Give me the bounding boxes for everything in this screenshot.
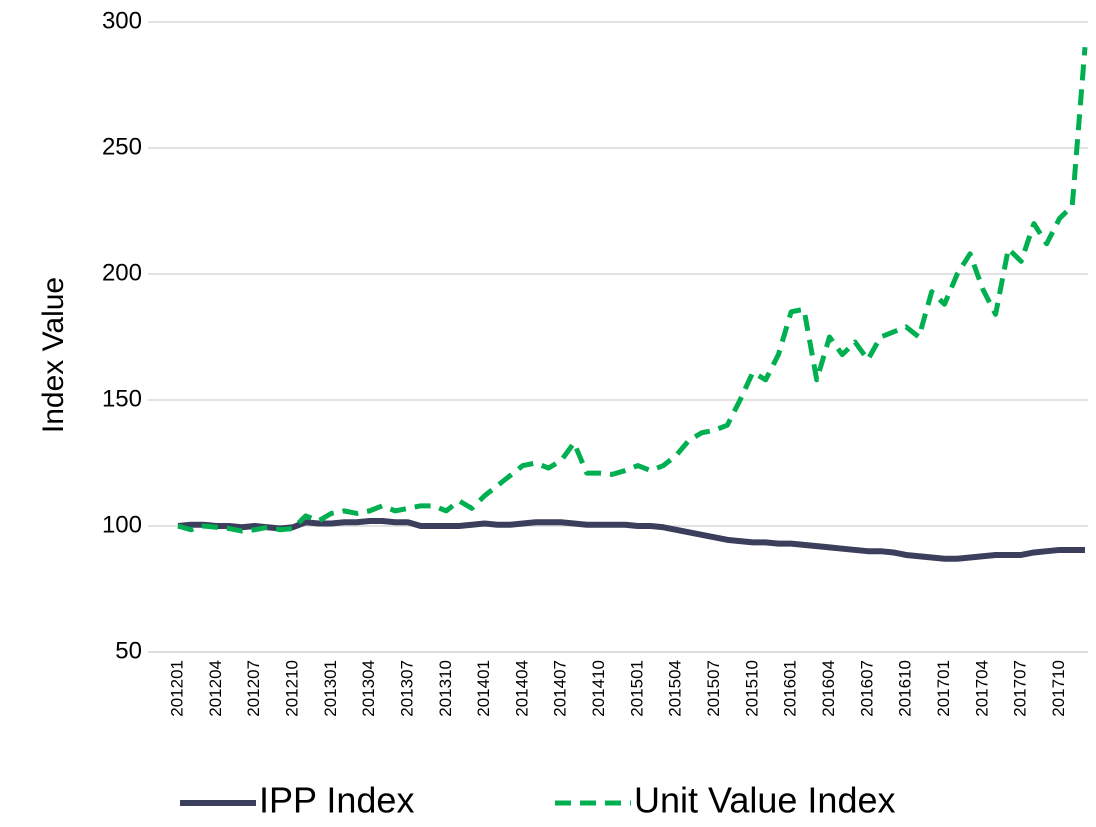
y-tick-label: 200 <box>102 259 142 286</box>
x-tick-label: 201207 <box>244 660 263 717</box>
y-tick-label: 300 <box>102 7 142 34</box>
x-tick-label: 201410 <box>589 660 608 717</box>
x-tick-label: 201401 <box>474 660 493 717</box>
x-tick-label: 201601 <box>781 660 800 717</box>
x-tick-label: 201510 <box>742 660 761 717</box>
x-tick-label: 201204 <box>206 660 225 717</box>
x-tick-label: 201210 <box>282 660 301 717</box>
x-tick-label: 201710 <box>1049 660 1068 717</box>
x-tick-label: 201501 <box>627 660 646 717</box>
x-tick-label: 201704 <box>972 660 991 717</box>
legend-label: IPP Index <box>259 780 414 821</box>
y-tick-label: 100 <box>102 511 142 538</box>
x-tick-label: 201301 <box>321 660 340 717</box>
x-tick-label: 201310 <box>436 660 455 717</box>
x-tick-label: 201610 <box>896 660 915 717</box>
x-tick-label: 201504 <box>666 660 685 717</box>
x-tick-label: 201307 <box>397 660 416 717</box>
legend-label: Unit Value Index <box>634 780 896 821</box>
x-tick-label: 201707 <box>1011 660 1030 717</box>
x-tick-label: 201701 <box>934 660 953 717</box>
y-axis-label: Index Value <box>37 277 70 433</box>
x-tick-label: 201607 <box>857 660 876 717</box>
x-tick-label: 201201 <box>167 660 186 717</box>
x-tick-label: 201507 <box>704 660 723 717</box>
x-tick-label: 201304 <box>359 660 378 717</box>
y-tick-label: 50 <box>115 637 142 664</box>
y-tick-label: 250 <box>102 133 142 160</box>
x-tick-label: 201604 <box>819 660 838 717</box>
line-series <box>177 517 1085 562</box>
x-tick-label: 201404 <box>512 660 531 717</box>
y-tick-label: 150 <box>102 385 142 412</box>
x-tick-label: 201407 <box>551 660 570 717</box>
line-series <box>177 46 1088 534</box>
